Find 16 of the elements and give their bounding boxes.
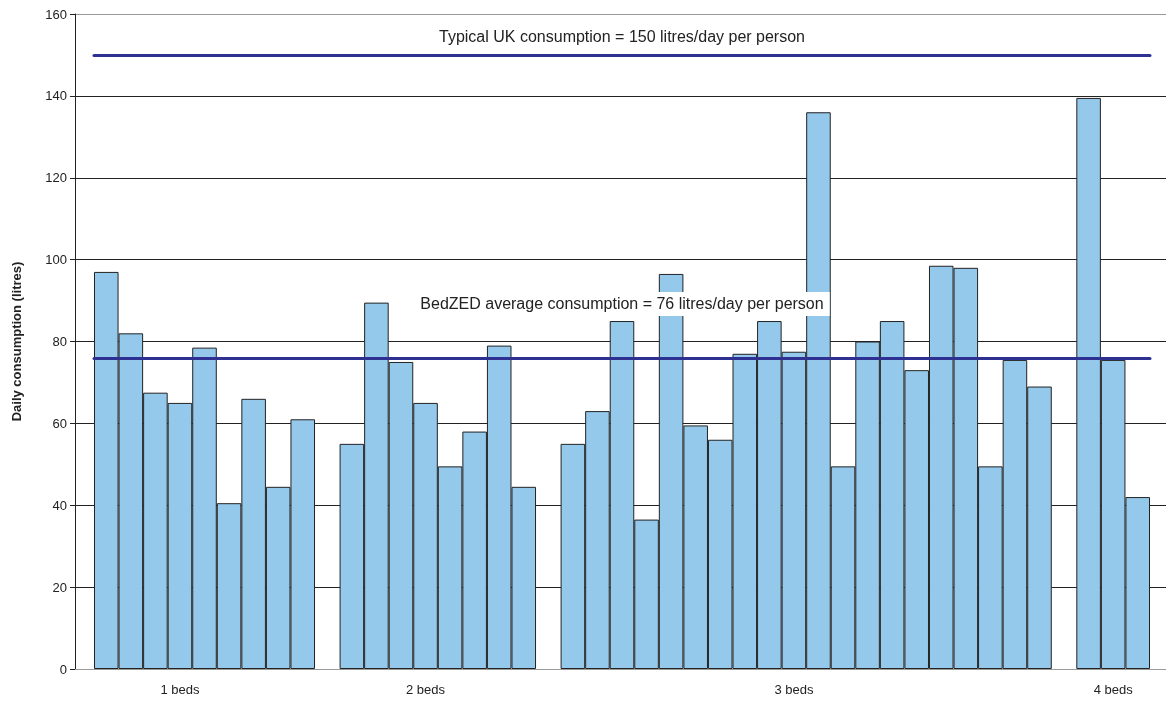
y-tick-label: 20 [52,579,67,595]
x-tick-label: 1 beds [160,682,200,697]
ref-line-label: Typical UK consumption = 150 litres/day per person [439,28,805,46]
y-tick-label: 120 [45,170,67,186]
y-tick-label: 140 [45,88,67,104]
x-tick-label: 2 beds [406,682,446,697]
x-tick-label: 4 beds [1093,682,1134,697]
y-tick-label: 40 [52,497,67,513]
y-tick-label: 100 [45,252,67,268]
y-axis-title: Daily consumption (litres) [9,261,24,422]
y-tick-label: 60 [52,415,67,431]
ref-line-label: BedZED average consumption = 76 litres/day per person [420,295,824,313]
y-tick-label: 80 [52,334,67,349]
x-tick-label: 3 beds [774,682,814,697]
y-tick-label: 0 [59,661,67,677]
y-tick-label: 160 [45,6,67,22]
